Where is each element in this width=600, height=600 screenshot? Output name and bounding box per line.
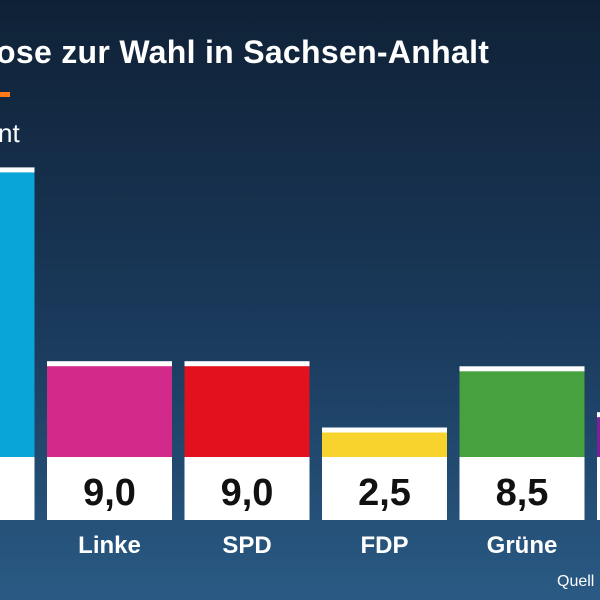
- value-box-spd: [184, 457, 310, 520]
- value-box-linke: [47, 457, 172, 520]
- bar-cap-bar-0: [0, 167, 35, 173]
- category-label-gr-ne: Grüne: [487, 532, 558, 559]
- value-box-gr-ne: [459, 457, 585, 520]
- bar-cap-linke: [47, 361, 172, 367]
- category-label-linke: Linke: [78, 532, 141, 559]
- bar-cap-fdp: [322, 427, 447, 433]
- value-label-gr-ne: 8,5: [496, 472, 549, 514]
- bar-spd: [184, 365, 310, 457]
- value-box-fdp: [322, 457, 447, 520]
- bar-bar-5: [597, 416, 600, 457]
- bar-gr-ne: [459, 370, 585, 457]
- bar-cap-bar-5: [597, 412, 600, 418]
- bar-fdp: [322, 431, 447, 457]
- value-label-spd: 9,0: [221, 472, 274, 514]
- bar-bar-0: [0, 171, 35, 457]
- value-label-fdp: 2,5: [358, 472, 411, 514]
- value-box-bar-0: [0, 457, 35, 520]
- bar-linke: [47, 365, 172, 457]
- category-label-fdp: FDP: [361, 532, 409, 559]
- value-label-linke: 9,0: [83, 472, 136, 514]
- category-label-spd: SPD: [222, 532, 271, 559]
- chart-title: ose zur Wahl in Sachsen-Anhalt: [0, 34, 490, 70]
- source-label: Quell: [557, 573, 595, 590]
- unit-label: nt: [0, 118, 20, 148]
- bar-cap-spd: [184, 361, 310, 367]
- bar-cap-gr-ne: [459, 366, 585, 372]
- title-accent-bar: [0, 92, 10, 97]
- value-box-bar-5: [597, 457, 600, 520]
